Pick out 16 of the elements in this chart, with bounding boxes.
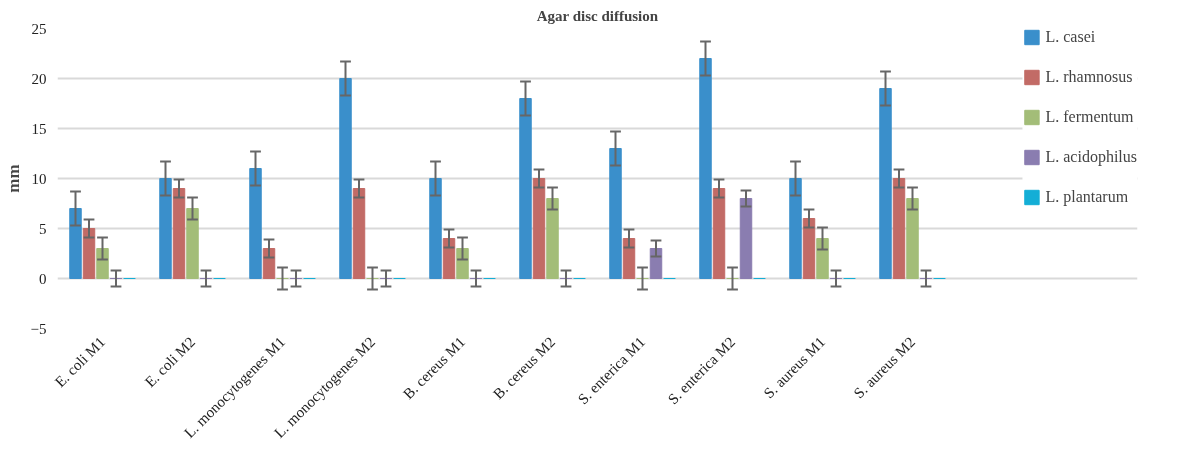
legend-label: L. plantarum xyxy=(1045,188,1129,206)
legend-label: L. casei xyxy=(1045,28,1096,46)
y-tick-label: 25 xyxy=(31,20,47,37)
y-tick-label: 0 xyxy=(39,270,47,287)
y-tick-label: 10 xyxy=(31,170,47,187)
y-tick-label: 5 xyxy=(39,220,47,237)
y-tick-label: 20 xyxy=(31,70,47,87)
chart-title: Agar disc diffusion xyxy=(536,7,659,24)
legend-label: L. fermentum xyxy=(1045,108,1134,126)
y-tick-label: −5 xyxy=(30,320,47,337)
x-tick-label: E. coli M1 xyxy=(51,333,109,391)
legend-label: L. acidophilus xyxy=(1045,148,1137,166)
x-tick-label: E. coli M2 xyxy=(141,333,199,391)
y-tick-label: 15 xyxy=(31,120,47,137)
legend-label: L. rhamnosus xyxy=(1045,68,1133,86)
y-axis-title: mm xyxy=(3,164,23,193)
